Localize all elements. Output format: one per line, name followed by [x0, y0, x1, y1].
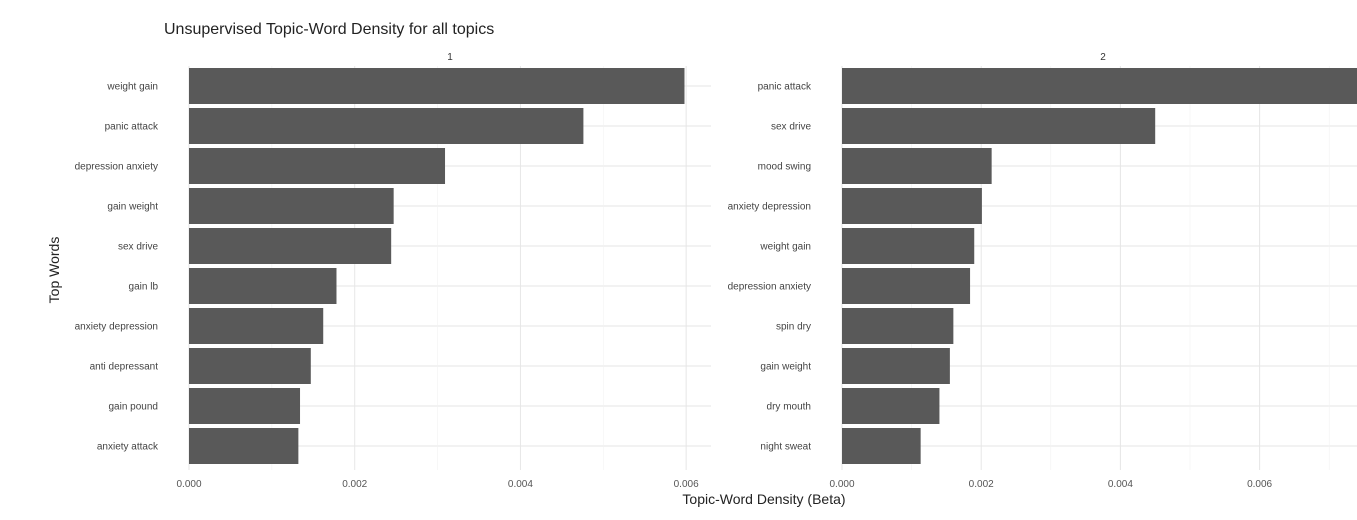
facet-strip-label: 2: [1100, 52, 1106, 63]
category-label: panic attack: [105, 122, 159, 133]
bar: [842, 428, 921, 464]
bar: [842, 388, 940, 424]
x-tick-label: 0.002: [969, 479, 994, 490]
bar: [842, 108, 1156, 144]
x-tick-label: 0.006: [674, 479, 699, 490]
bar: [842, 348, 950, 384]
bar: [842, 268, 971, 304]
x-tick-label: 0.000: [829, 479, 854, 490]
category-label: gain weight: [107, 202, 158, 213]
category-label: depression anxiety: [728, 282, 811, 293]
x-tick-label: 0.004: [508, 479, 533, 490]
bar: [842, 188, 982, 224]
bar: [842, 308, 954, 344]
bar: [189, 308, 324, 344]
x-tick-label: 0.004: [1108, 479, 1133, 490]
bar: [842, 148, 992, 184]
category-label: gain lb: [129, 282, 159, 293]
bar: [189, 348, 311, 384]
x-tick-label: 0.000: [176, 479, 201, 490]
category-label: depression anxiety: [75, 162, 158, 173]
x-tick-label: 0.002: [342, 479, 367, 490]
bar: [189, 388, 301, 424]
category-label: gain weight: [760, 362, 811, 373]
bar: [189, 188, 394, 224]
facet-panel-1: 0.000 0.002 0.004 0.006 1 weight gain panic at…: [75, 52, 711, 490]
category-label: sex drive: [118, 242, 158, 253]
category-label: mood swing: [758, 162, 811, 173]
bar: [189, 68, 685, 104]
bar: [189, 108, 584, 144]
category-label: dry mouth: [767, 402, 811, 413]
bar: [842, 68, 1357, 104]
category-label: weight gain: [106, 82, 158, 93]
category-label: sex drive: [771, 122, 811, 133]
category-label: gain pound: [109, 402, 159, 413]
facet-panel-2: 0.000 0.002 0.004 0.006 2 panic attack sex dri…: [728, 52, 1357, 490]
x-axis-title: Topic-Word Density (Beta): [682, 491, 845, 507]
category-label: weight gain: [759, 242, 811, 253]
category-label: night sweat: [760, 442, 811, 453]
bar: [189, 268, 337, 304]
bar: [189, 428, 299, 464]
y-axis-title: Top Words: [46, 237, 62, 304]
category-label: anxiety attack: [97, 442, 159, 453]
bar: [189, 228, 392, 264]
category-label: anxiety depression: [728, 202, 811, 213]
facet-panels: 0.000 0.002 0.004 0.006 1 weight gain panic at…: [75, 52, 1357, 490]
x-tick-label: 0.006: [1247, 479, 1272, 490]
category-label: panic attack: [758, 82, 812, 93]
bar: [189, 148, 446, 184]
category-label: anti depressant: [90, 362, 159, 373]
bar: [842, 228, 975, 264]
category-label: spin dry: [776, 322, 811, 333]
facet-strip-label: 1: [447, 52, 453, 63]
category-label: anxiety depression: [75, 322, 158, 333]
chart-title: Unsupervised Topic-Word Density for all …: [164, 21, 494, 38]
